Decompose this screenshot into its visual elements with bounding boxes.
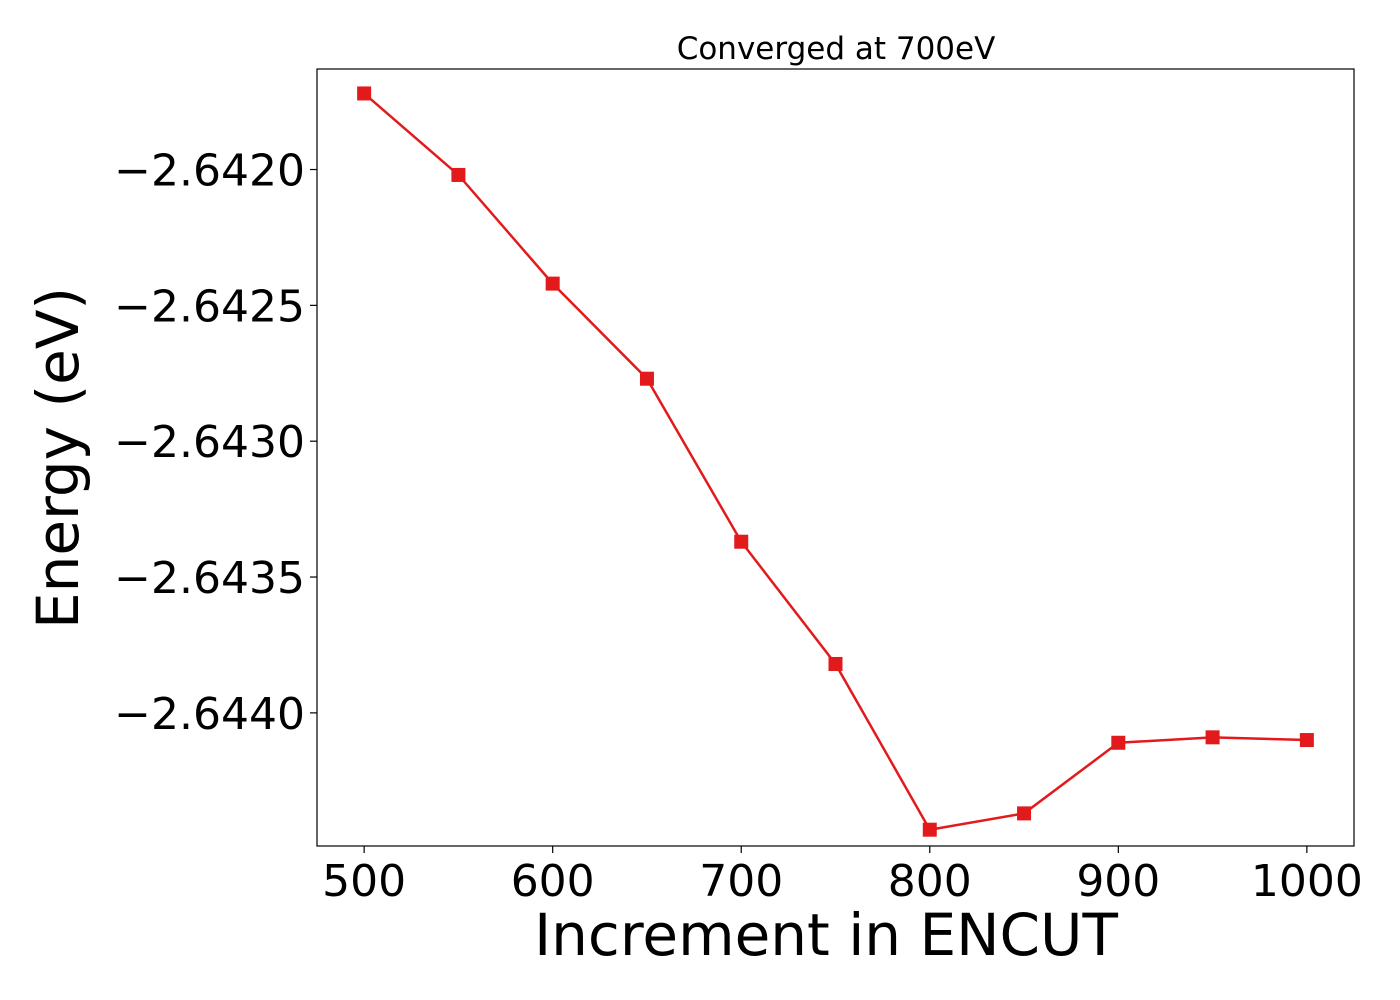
data-point-marker (734, 534, 749, 549)
y-tick-label: −2.6435 (114, 553, 305, 604)
plot-area-frame (316, 68, 1355, 847)
data-point-marker (639, 371, 654, 386)
data-point-marker (357, 86, 372, 101)
y-tick-label: −2.6440 (114, 689, 305, 740)
chart-title: Converged at 700eV (677, 31, 996, 67)
x-tick-label: 900 (1076, 856, 1160, 907)
data-point-marker (1111, 735, 1126, 750)
x-axis-ticks: 500 600 700 800 900 1000 (322, 846, 1363, 907)
x-tick-label: 1000 (1251, 856, 1363, 907)
data-point-marker (1205, 730, 1220, 745)
data-point-marker (545, 276, 560, 291)
x-tick-label: 800 (888, 856, 972, 907)
data-point-marker (922, 822, 937, 837)
data-point-marker (1017, 806, 1032, 821)
data-point-marker (1299, 733, 1314, 748)
x-axis-title: Increment in ENCUT (534, 901, 1118, 969)
data-point-marker (828, 656, 843, 671)
x-tick-label: 700 (699, 856, 783, 907)
y-tick-label: −2.6430 (114, 417, 305, 468)
y-axis-title: Energy (eV) (24, 287, 92, 629)
x-tick-label: 600 (511, 856, 595, 907)
y-tick-label: −2.6425 (114, 281, 305, 332)
y-tick-label: −2.6420 (114, 146, 305, 197)
data-point-marker (451, 167, 466, 182)
series-layer (357, 86, 1314, 837)
x-tick-label: 500 (322, 856, 406, 907)
y-axis-ticks: −2.6420 −2.6425 −2.6430 −2.6435 −2.6440 (114, 146, 317, 740)
